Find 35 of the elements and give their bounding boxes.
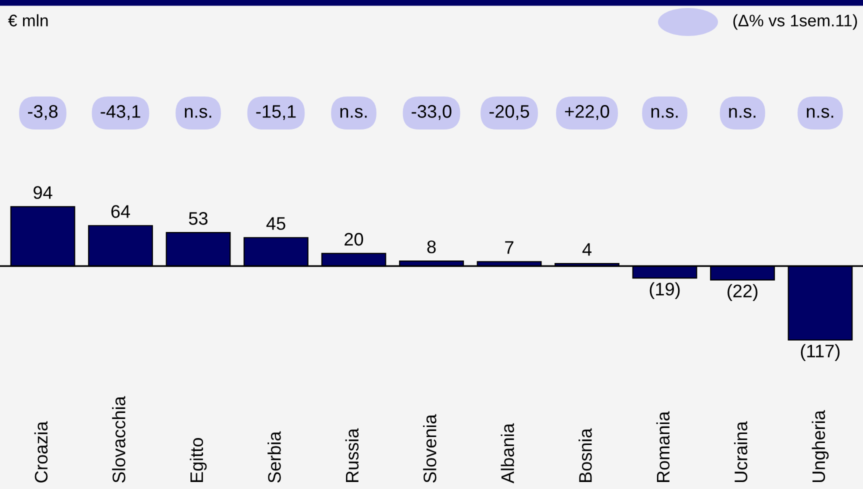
data-label: 64	[111, 205, 130, 218]
data-label: 94	[34, 186, 52, 199]
data-label: 7	[505, 241, 514, 254]
data-label: (117)	[800, 344, 840, 361]
text: -3,8	[28, 105, 58, 120]
data-label: (19)	[650, 282, 680, 300]
x-tick-label: Ucraina	[734, 421, 748, 482]
data-label: 53	[188, 212, 208, 225]
text: n.s.	[184, 108, 212, 118]
x-tick-label: Slovenia	[423, 414, 436, 483]
data-label: 4	[582, 243, 592, 256]
x-tick-label: Romania	[656, 411, 670, 482]
text: -15,1	[256, 105, 296, 120]
text: (Δ% vs 1sem.11)	[733, 14, 857, 30]
text: -33,0	[412, 105, 452, 120]
x-tick-label: Bosnia	[578, 428, 592, 482]
x-tick-label: Albania	[500, 423, 514, 484]
x-tick-label: Russia	[345, 428, 359, 482]
text: -20,5	[489, 105, 530, 120]
x-tick-label: Croazia	[34, 421, 48, 483]
data-label: 45	[266, 217, 286, 230]
data-label: 8	[427, 240, 436, 254]
x-tick-label: Serbia	[268, 431, 281, 483]
x-tick-label: Egitto	[190, 438, 207, 482]
text: n.s.	[806, 108, 834, 118]
text: n.s.	[729, 108, 756, 118]
data-label: 20	[344, 232, 364, 246]
text: +22,0	[565, 105, 610, 120]
text: n.s.	[340, 108, 367, 118]
text: -43,1	[100, 105, 140, 120]
data-label: (22)	[728, 284, 758, 301]
text: n.s.	[651, 108, 678, 118]
x-tick-label: Slovacchia	[112, 396, 126, 483]
x-tick-label: Ungheria	[812, 410, 829, 482]
text: € mln	[8, 14, 48, 26]
